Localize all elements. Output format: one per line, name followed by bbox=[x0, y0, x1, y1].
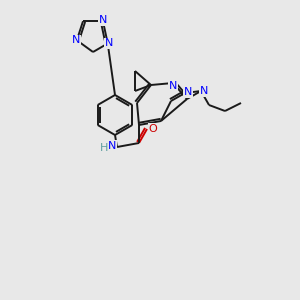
Text: O: O bbox=[148, 124, 158, 134]
Text: N: N bbox=[99, 15, 107, 25]
Text: N: N bbox=[72, 35, 80, 45]
Text: N: N bbox=[108, 141, 116, 151]
Text: N: N bbox=[104, 38, 113, 49]
Text: N: N bbox=[200, 86, 208, 96]
Text: N: N bbox=[184, 87, 192, 97]
Text: N: N bbox=[169, 81, 177, 91]
Text: H: H bbox=[100, 143, 108, 153]
